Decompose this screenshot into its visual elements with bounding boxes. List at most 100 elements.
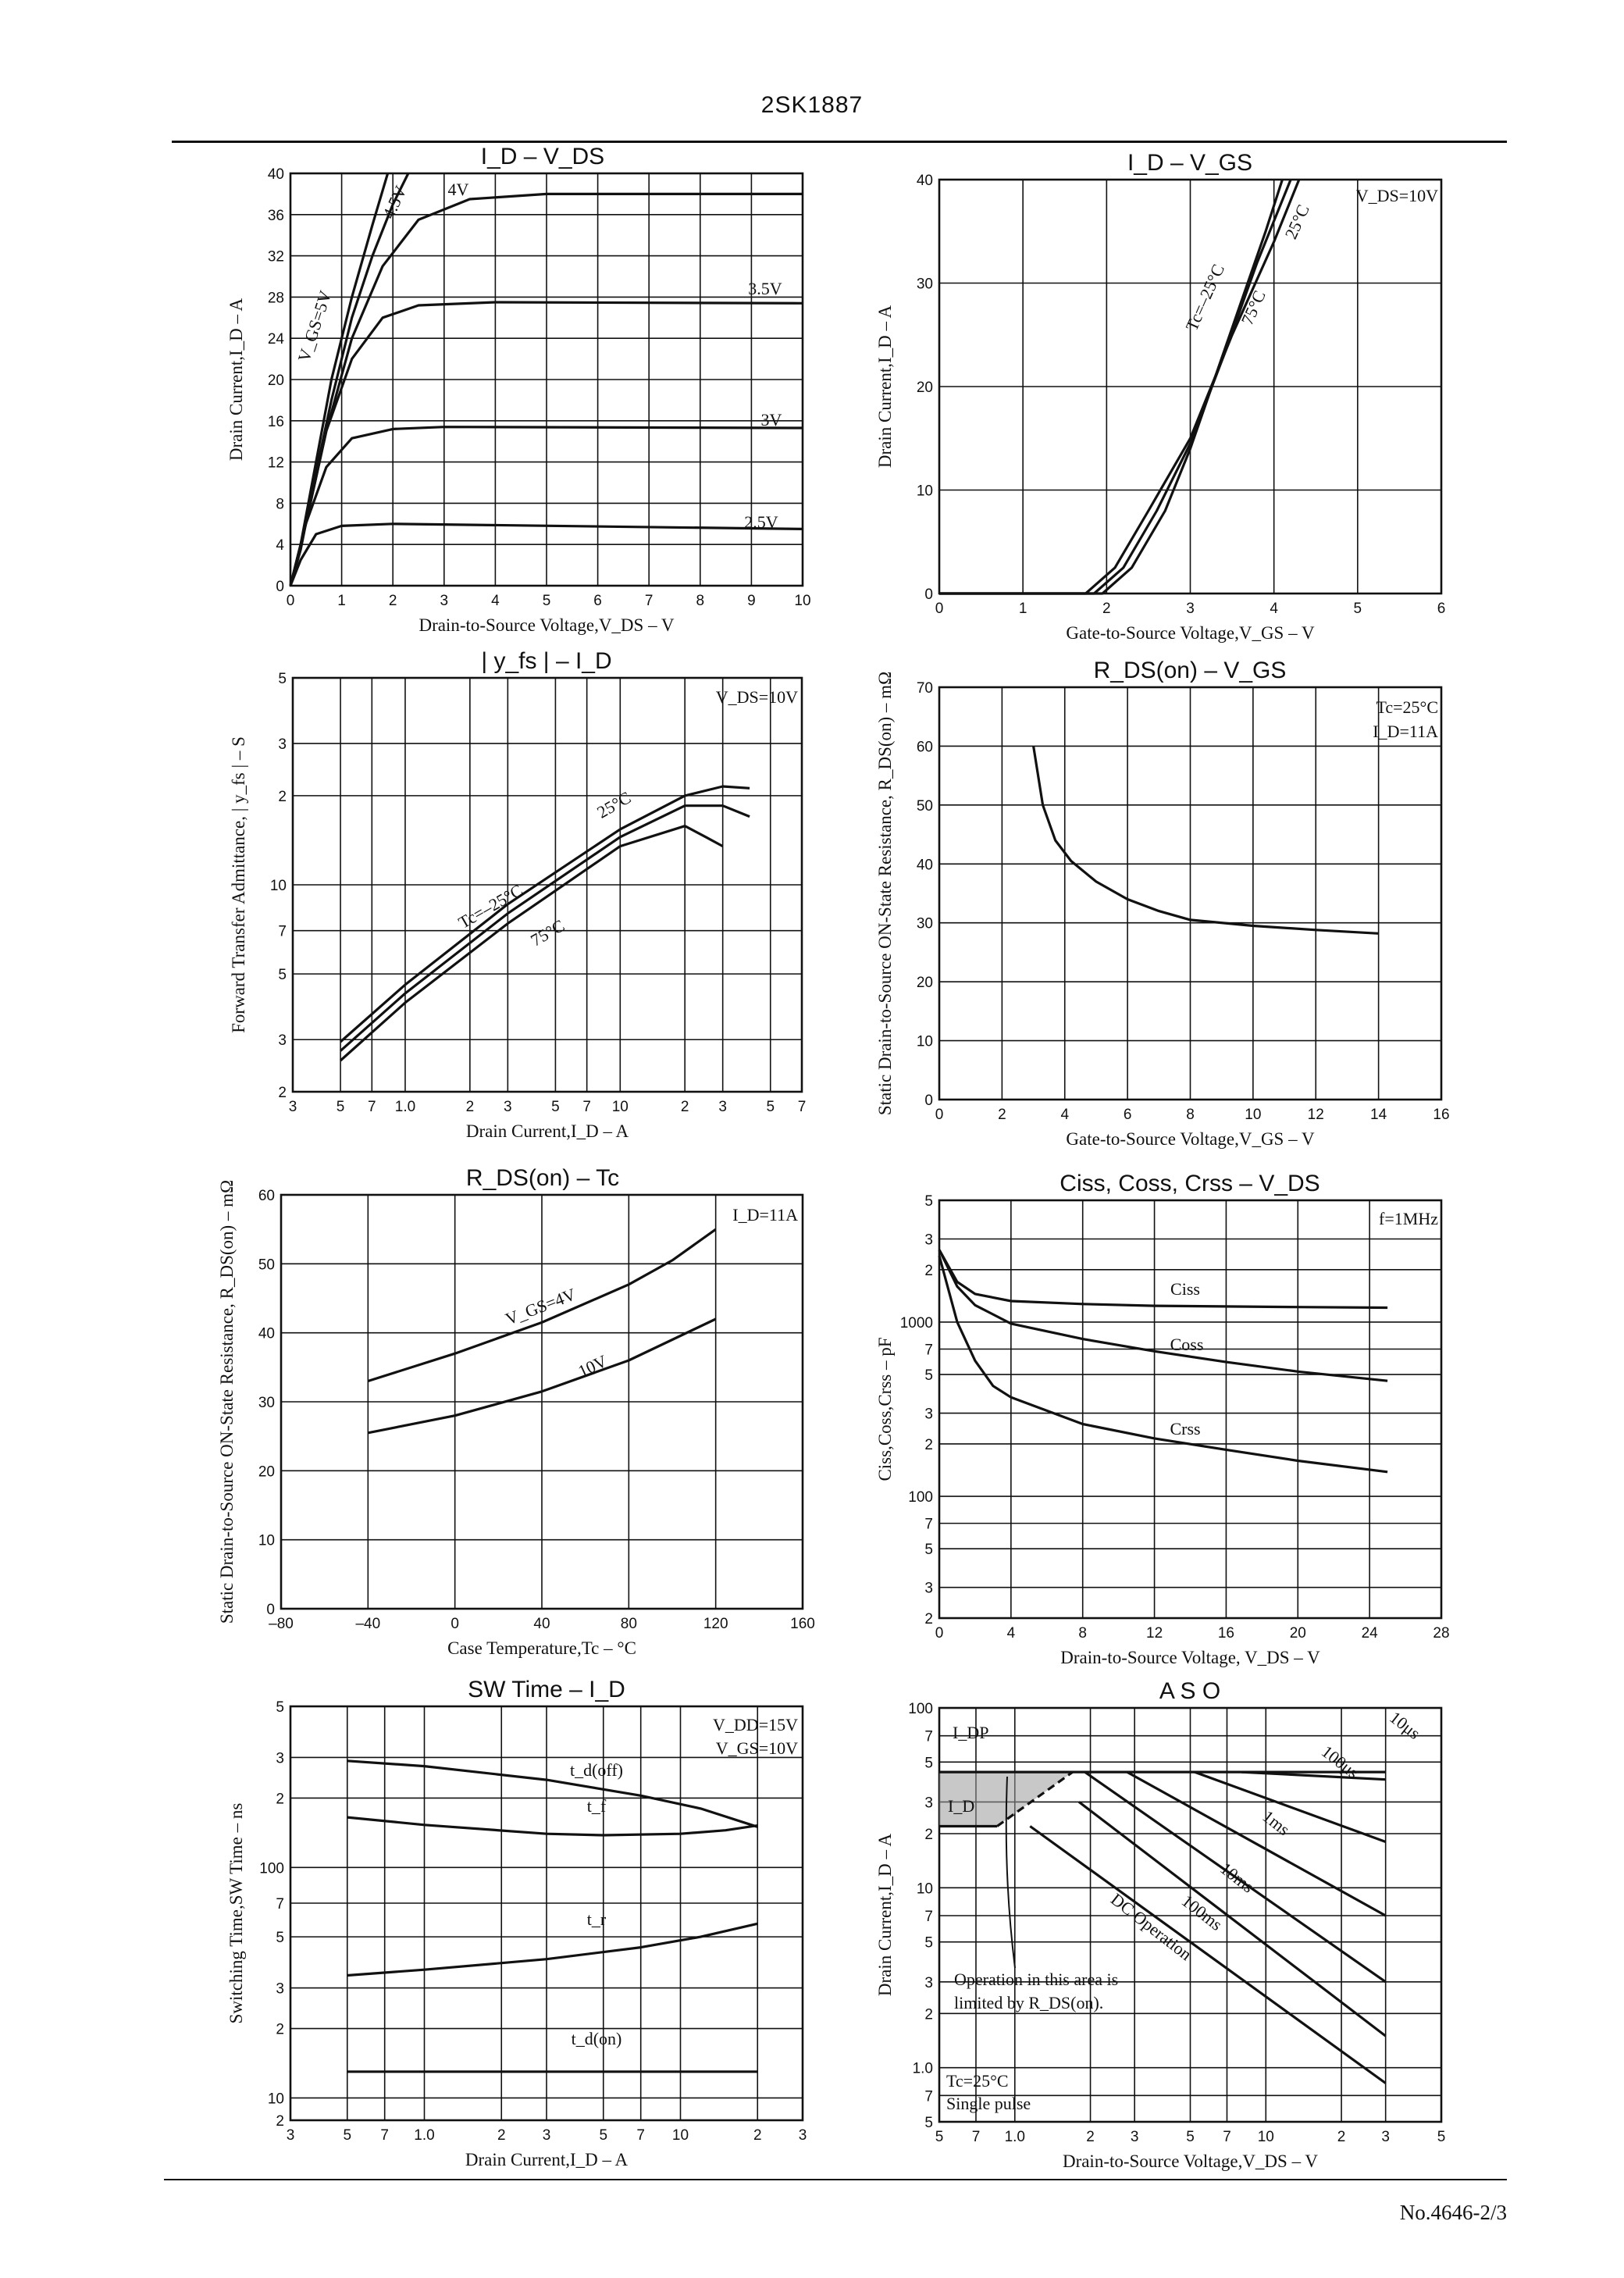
series-line-3v xyxy=(289,426,803,586)
y-tick-label: 3 xyxy=(276,1981,284,1998)
chart-title: R_DS(on) – Tc xyxy=(466,1165,619,1191)
y-tick-label: 5 xyxy=(278,967,287,983)
y-tick-label: 12 xyxy=(268,455,284,472)
y-tick-label: 2 xyxy=(276,1791,284,1807)
x-tick-label: 14 xyxy=(1370,1107,1387,1123)
series-label: 2.5V xyxy=(744,512,778,532)
y-tick-label: 7 xyxy=(924,2088,933,2105)
annotation-leader xyxy=(1005,1776,1016,1969)
x-tick-label: 10 xyxy=(794,593,810,609)
x-tick-label: 2 xyxy=(1337,2129,1346,2145)
series-label: Tc=–25°C xyxy=(455,880,526,932)
series-label: 25°C xyxy=(1280,201,1312,242)
series-line-100ms xyxy=(1077,1801,1387,2037)
x-tick-label: 5 xyxy=(1437,2129,1446,2145)
series-line-tr xyxy=(347,1922,758,1977)
y-tick-label: 5 xyxy=(276,1930,284,1946)
x-tick-label: 2 xyxy=(389,593,397,609)
x-tick-label: 2 xyxy=(753,2127,762,2144)
y-axis-label: Switching Time,SW Time – ns xyxy=(226,1803,246,2024)
x-tick-label: 10 xyxy=(672,2127,689,2144)
plot-frame xyxy=(938,178,1443,595)
y-tick-label: 20 xyxy=(917,380,933,396)
y-axis-label: Forward Transfer Admittance, | y_fs | – … xyxy=(229,736,248,1033)
y-tick-label: 40 xyxy=(917,173,933,189)
series-line-3-5v xyxy=(289,301,803,586)
series-label: 75°C xyxy=(527,915,568,950)
y-tick-label: 20 xyxy=(258,1463,275,1480)
y-tick-label: 1.0 xyxy=(913,2061,933,2077)
y-tick-label: 5 xyxy=(924,2115,933,2131)
y-tick-label: 50 xyxy=(917,798,933,815)
y-axis-label: Drain Current,I_D – A xyxy=(875,305,895,468)
x-tick-label: 0 xyxy=(935,601,944,617)
x-tick-label: 28 xyxy=(1433,1625,1449,1642)
y-tick-label: 1000 xyxy=(900,1315,933,1332)
x-tick-label: 0 xyxy=(287,593,295,609)
y-tick-label: 2 xyxy=(276,2113,284,2130)
y-tick-label: 0 xyxy=(924,1093,933,1109)
x-tick-label: 16 xyxy=(1433,1107,1449,1123)
y-tick-label: 30 xyxy=(258,1395,275,1411)
x-tick-label: 8 xyxy=(696,593,705,609)
series-line-25-c xyxy=(939,179,1292,595)
x-tick-label: 0 xyxy=(935,1625,944,1642)
x-tick-label: 5 xyxy=(766,1099,775,1115)
series-label: 3.5V xyxy=(748,279,782,298)
x-tick-label: 3 xyxy=(504,1099,512,1115)
x-tick-label: 4 xyxy=(1060,1107,1069,1123)
chart-annotation: I_DP xyxy=(953,1723,988,1742)
y-tick-label: 3 xyxy=(276,1750,284,1766)
y-tick-label: 10 xyxy=(917,1034,933,1050)
x-tick-label: 6 xyxy=(593,593,602,609)
x-tick-label: 5 xyxy=(1186,2129,1195,2145)
chart-c6: 0 4 8 12 16 20 24 28 2 3 5 7 100 2 3 5 7 1000 2 3 5 Ciss Coss C… xyxy=(875,1171,1450,1667)
y-tick-label: 4 xyxy=(276,537,284,554)
y-tick-label: 10 xyxy=(258,1533,275,1549)
y-tick-label: 20 xyxy=(917,975,933,991)
y-tick-label: 5 xyxy=(924,1935,933,1952)
y-tick-label: 0 xyxy=(276,579,284,595)
chart-annotation: V_DS=10V xyxy=(716,687,798,707)
y-tick-label: 5 xyxy=(924,1367,933,1384)
x-axis-label: Gate-to-Source Voltage,V_GS – V xyxy=(1066,623,1315,643)
x-tick-label: 5 xyxy=(337,1099,345,1115)
chart-annotation: I_D xyxy=(948,1796,974,1816)
x-tick-label: 10 xyxy=(1245,1107,1261,1123)
x-tick-label: 0 xyxy=(451,1616,459,1632)
y-tick-label: 3 xyxy=(924,1581,933,1597)
series-label: Coss xyxy=(1170,1335,1204,1354)
plot-frame xyxy=(291,676,803,1093)
y-tick-label: 2 xyxy=(924,2006,933,2023)
x-tick-label: 3 xyxy=(718,1099,727,1115)
y-tick-label: 60 xyxy=(258,1188,275,1204)
x-tick-label: 7 xyxy=(636,2127,645,2144)
y-axis-label: Drain Current,I_D – A xyxy=(226,298,246,461)
x-axis-label: Drain Current,I_D – A xyxy=(466,1121,629,1141)
x-tick-label: 120 xyxy=(703,1616,728,1632)
series-label: V_GS=5V xyxy=(294,288,335,365)
chart-title: SW Time – I_D xyxy=(468,1677,625,1702)
chart-annotation: Single pulse xyxy=(946,2094,1031,2113)
x-tick-label: 0 xyxy=(935,1107,944,1123)
x-tick-label: –80 xyxy=(269,1616,294,1632)
y-tick-label: 100 xyxy=(259,1860,284,1877)
y-tick-label: 3 xyxy=(278,736,287,753)
y-tick-label: 10 xyxy=(917,1881,933,1897)
series-label: t_r xyxy=(587,1909,607,1929)
chart-annotation: V_GS=10V xyxy=(716,1738,798,1758)
x-tick-label: 3 xyxy=(799,2127,807,2144)
y-tick-label: 5 xyxy=(276,1699,284,1716)
x-tick-label: 4 xyxy=(1270,601,1278,617)
x-tick-label: 3 xyxy=(1186,601,1195,617)
y-tick-label: 8 xyxy=(276,496,284,512)
y-axis-label: Drain Current,I_D – A xyxy=(875,1833,895,1996)
x-tick-label: 10 xyxy=(612,1099,629,1115)
x-tick-label: 1.0 xyxy=(395,1099,415,1115)
series-label: 1ms xyxy=(1259,1806,1293,1839)
series-label: Tc=–25°C xyxy=(1181,262,1228,334)
x-tick-label: 16 xyxy=(1218,1625,1234,1642)
x-tick-label: 2 xyxy=(497,2127,506,2144)
